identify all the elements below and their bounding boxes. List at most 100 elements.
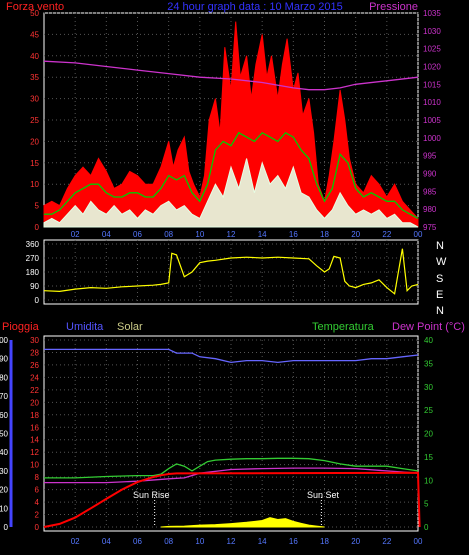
direction-y-tick: 270 xyxy=(26,254,40,263)
wind-y-tick: 45 xyxy=(30,30,39,39)
solar-title: Solar xyxy=(117,321,143,333)
pressure-y-tick: 985 xyxy=(423,187,437,196)
rain-y-tick: 28 xyxy=(30,348,39,357)
rain-title: Pioggia xyxy=(2,321,40,333)
temp-y-tick: 10 xyxy=(424,476,433,485)
sunrise-label: Sun Rise xyxy=(133,490,170,500)
temp-y-tick: 0 xyxy=(424,523,429,532)
rain-y-tick: 16 xyxy=(30,423,39,432)
rain-x-tick: 16 xyxy=(289,537,298,546)
pressure-y-tick: 1030 xyxy=(423,27,441,36)
humidity-line xyxy=(44,348,419,364)
rain-y-tick: 10 xyxy=(30,461,39,470)
rain-x-tick: 22 xyxy=(382,537,391,546)
humidity-title: Umidita xyxy=(66,321,104,333)
rain-x-tick: 18 xyxy=(320,537,329,546)
wind-force-title: Forza vento xyxy=(6,1,64,13)
pressure-y-tick: 1010 xyxy=(423,98,441,107)
rain-y-tick: 18 xyxy=(30,411,39,420)
pressure-y-tick: 1005 xyxy=(423,116,441,125)
rain-x-tick: 02 xyxy=(71,537,80,546)
wind-y-tick: 50 xyxy=(30,9,39,18)
humidity-y-tick: 100 xyxy=(0,336,9,345)
wind-x-tick: 10 xyxy=(195,230,204,239)
pressure-y-tick: 1000 xyxy=(423,134,441,143)
temperature-line xyxy=(44,457,419,479)
wind-x-tick: 14 xyxy=(258,230,267,239)
compass-n-top: N xyxy=(436,240,444,252)
rain-x-tick: 06 xyxy=(133,537,142,546)
temp-y-tick: 15 xyxy=(424,453,433,462)
pressure-y-tick: 975 xyxy=(423,223,437,232)
solar-area xyxy=(160,517,325,528)
rain-y-tick: 22 xyxy=(30,386,39,395)
wind-y-tick: 40 xyxy=(30,52,39,61)
humidity-y-tick: 30 xyxy=(0,467,9,476)
wind-gust-area xyxy=(43,21,419,228)
temp-y-tick: 5 xyxy=(424,500,429,509)
dewpoint-title: Dew Point (°C) xyxy=(392,321,465,333)
rain-y-tick: 6 xyxy=(35,486,40,495)
rain-y-tick: 4 xyxy=(35,498,40,507)
temp-y-tick: 35 xyxy=(424,359,433,368)
wind-x-tick: 22 xyxy=(382,230,391,239)
rain-y-tick: 0 xyxy=(35,523,40,532)
humidity-y-tick: 20 xyxy=(0,486,9,495)
wind-x-tick: 08 xyxy=(164,230,173,239)
wind-x-tick: 00 xyxy=(414,230,423,239)
wind-x-tick: 02 xyxy=(71,230,80,239)
rain-line xyxy=(43,471,421,528)
compass-w: W xyxy=(436,256,447,268)
rain-x-tick: 12 xyxy=(227,537,236,546)
rain-y-tick: 30 xyxy=(30,336,39,345)
rain-panel-frame xyxy=(43,335,419,532)
direction-y-tick: 360 xyxy=(26,240,40,249)
pressure-y-tick: 1015 xyxy=(423,80,441,89)
humidity-y-tick: 10 xyxy=(0,504,9,513)
rain-y-tick: 14 xyxy=(30,436,39,445)
wind-x-tick: 16 xyxy=(289,230,298,239)
rain-y-tick: 24 xyxy=(30,373,39,382)
direction-y-tick: 90 xyxy=(30,282,39,291)
wind-y-tick: 35 xyxy=(30,73,39,82)
wind-y-tick: 0 xyxy=(35,223,40,232)
rain-y-tick: 20 xyxy=(30,398,39,407)
rain-y-tick: 26 xyxy=(30,361,39,370)
temperature-title: Temperatura xyxy=(312,321,375,333)
rain-y-tick: 12 xyxy=(30,448,39,457)
temp-y-tick: 25 xyxy=(424,406,433,415)
humidity-y-tick: 70 xyxy=(0,392,9,401)
humidity-y-tick: 90 xyxy=(0,355,9,364)
wind-x-tick: 18 xyxy=(320,230,329,239)
wind-avg-line xyxy=(44,131,419,219)
temp-y-tick: 30 xyxy=(424,383,433,392)
pressure-y-tick: 1025 xyxy=(423,45,441,54)
pressure-y-tick: 995 xyxy=(423,152,437,161)
pressure-y-tick: 980 xyxy=(423,205,437,214)
wind-x-tick: 06 xyxy=(133,230,142,239)
wind-y-tick: 5 xyxy=(35,202,40,211)
wind-direction-line xyxy=(43,248,419,295)
temp-y-tick: 20 xyxy=(424,430,433,439)
rain-x-tick: 08 xyxy=(164,537,173,546)
rain-y-tick: 2 xyxy=(35,511,40,520)
direction-y-tick: 180 xyxy=(26,268,40,277)
temp-y-tick: 40 xyxy=(424,336,433,345)
compass-s: S xyxy=(436,273,443,285)
direction-y-tick: 0 xyxy=(35,296,40,305)
wind-x-tick: 04 xyxy=(102,230,111,239)
wind-speed-area xyxy=(43,158,419,228)
rain-x-tick: 00 xyxy=(414,537,423,546)
pressure-y-tick: 990 xyxy=(423,170,437,179)
humidity-y-tick: 60 xyxy=(0,411,9,420)
rain-x-tick: 10 xyxy=(195,537,204,546)
rain-x-tick: 20 xyxy=(351,537,360,546)
humidity-y-tick: 40 xyxy=(0,448,9,457)
pressure-y-tick: 1020 xyxy=(423,63,441,72)
compass-n-bottom: N xyxy=(436,305,444,317)
pressure-line xyxy=(43,60,419,91)
wind-y-tick: 10 xyxy=(30,180,39,189)
wind-y-tick: 25 xyxy=(30,116,39,125)
wind-y-tick: 30 xyxy=(30,95,39,104)
